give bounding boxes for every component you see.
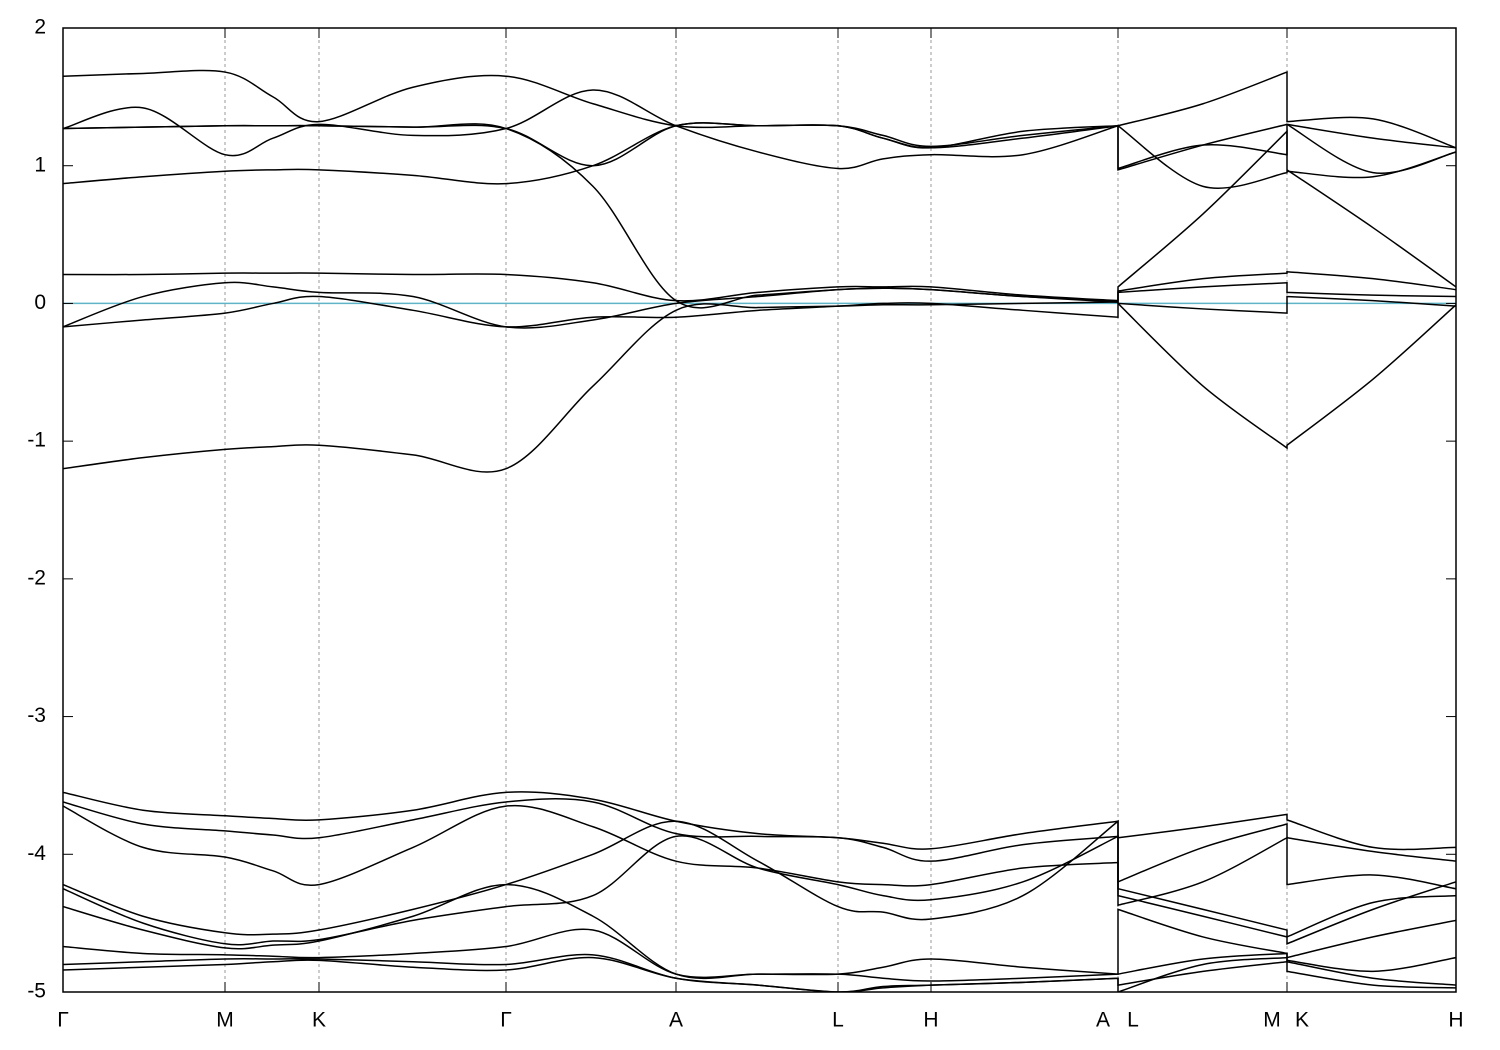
band-line [63, 956, 1456, 992]
x-tick-label: H [1448, 1009, 1463, 1032]
band-line [63, 928, 1456, 982]
band-line [63, 295, 1456, 328]
x-tick-label: A [669, 1009, 683, 1032]
band-line [63, 89, 1456, 170]
band-line [63, 122, 1456, 189]
band-line [63, 798, 1456, 883]
bands [63, 69, 1456, 992]
x-tick-label: Γ [57, 1009, 69, 1032]
band-line [63, 122, 1456, 185]
x-tick-label: M [216, 1009, 234, 1032]
plot-frame [62, 27, 1457, 993]
y-tick-label: 1 [34, 153, 46, 176]
band-line [63, 953, 1456, 992]
x-tick-label: A [1096, 1009, 1110, 1032]
band-line [63, 819, 1456, 945]
band-line [63, 69, 1456, 149]
x-tick-label: H [923, 1009, 938, 1032]
y-tick-label: -5 [27, 980, 46, 1003]
band-line [63, 281, 1456, 329]
band-line [63, 123, 1456, 309]
y-tick-label: -1 [27, 429, 46, 452]
y-tick-label: -2 [27, 566, 46, 589]
band-line [63, 835, 1456, 946]
x-tick-label: M [1263, 1009, 1281, 1032]
grid [224, 28, 1288, 992]
band-line [63, 270, 1456, 302]
y-tick-label: -3 [27, 704, 46, 727]
y-tick-label: -4 [27, 842, 46, 865]
y-tick-label: 0 [34, 291, 46, 314]
x-tick-label: K [312, 1009, 326, 1032]
band-line [63, 791, 1456, 851]
band-line [63, 883, 1456, 980]
y-tick-label: 2 [34, 16, 46, 39]
x-tick-label: L [1127, 1009, 1139, 1032]
x-tick-label: L [832, 1009, 844, 1032]
band-line [63, 301, 1456, 473]
x-tick-label: K [1295, 1009, 1309, 1032]
x-tick-label: Γ [500, 1009, 512, 1032]
